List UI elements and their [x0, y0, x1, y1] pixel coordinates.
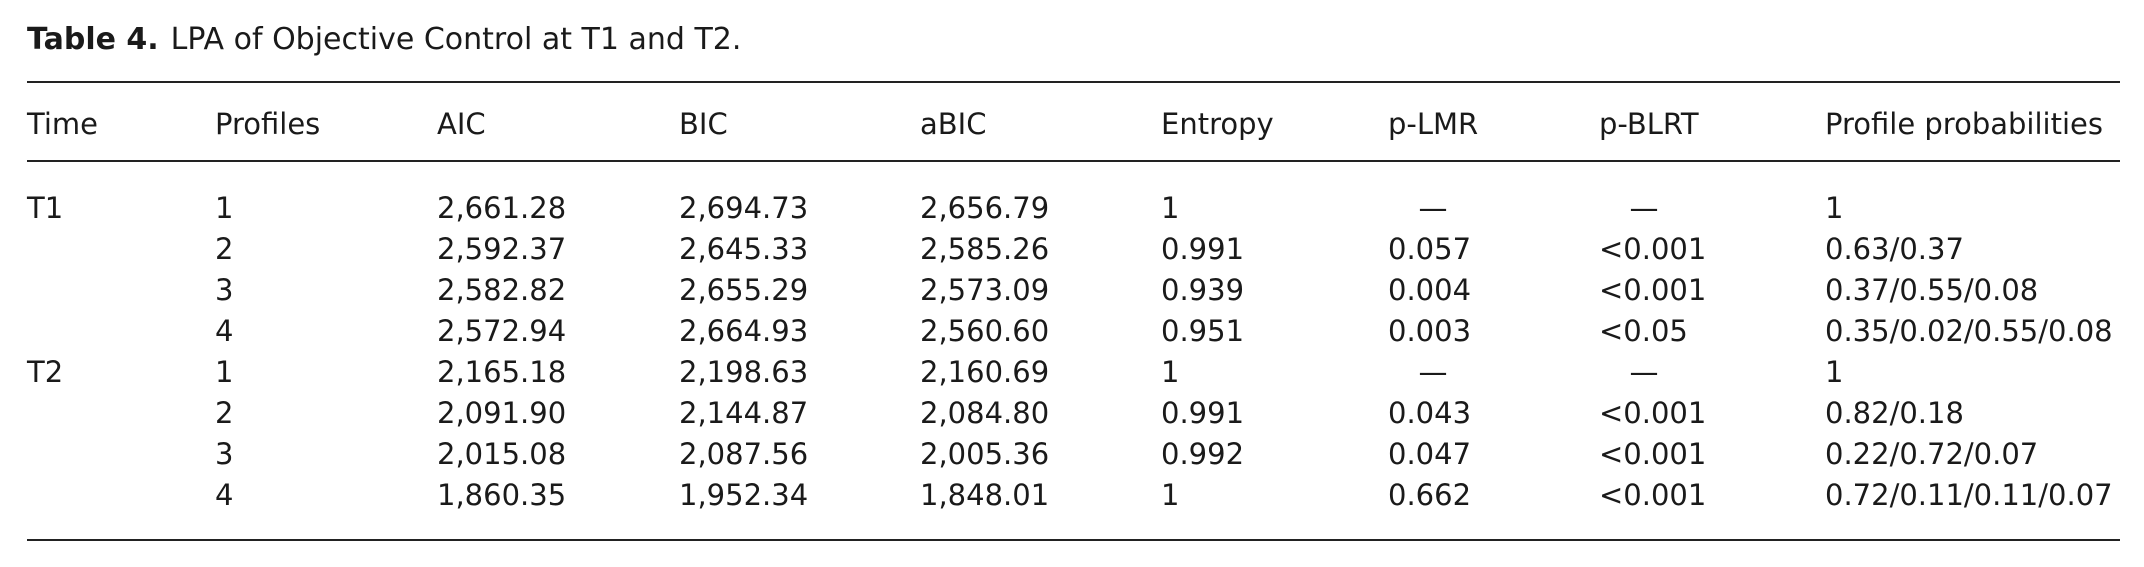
table-cell: 2,087.56 — [679, 437, 809, 471]
table-cell: 2 — [215, 396, 234, 430]
table-cell: <0.001 — [1599, 396, 1707, 430]
table-cell: 2,661.28 — [437, 191, 567, 225]
table-cell: 1 — [215, 191, 234, 225]
table-cell: 2,560.60 — [920, 314, 1050, 348]
table-cell: 2,005.36 — [920, 437, 1050, 471]
bottom-rule — [27, 539, 2120, 541]
table-cell: 1,860.35 — [437, 478, 567, 512]
table-cell: 3 — [215, 437, 234, 471]
table-cell: <0.001 — [1599, 273, 1707, 307]
table-cell: 2,582.82 — [437, 273, 567, 307]
table-cell: 4 — [215, 314, 234, 348]
table-cell: 0.991 — [1161, 232, 1245, 266]
caption: Table 4. LPA of Objective Control at T1 a… — [27, 22, 741, 57]
table-cell: 2,198.63 — [679, 355, 809, 389]
table-cell: 2 — [215, 232, 234, 266]
table-cell: 0.662 — [1388, 478, 1472, 512]
table-cell: 0.37/0.55/0.08 — [1825, 273, 2039, 307]
table-cell: 2,160.69 — [920, 355, 1050, 389]
table-cell: — — [1629, 191, 1659, 225]
table-cell: 0.057 — [1388, 232, 1472, 266]
table-cell: — — [1418, 355, 1448, 389]
table-cell: <0.05 — [1599, 314, 1688, 348]
table-cell: 2,144.87 — [679, 396, 809, 430]
table-cell: 1,848.01 — [920, 478, 1050, 512]
table-cell: <0.001 — [1599, 232, 1707, 266]
table-cell: <0.001 — [1599, 478, 1707, 512]
table-cell: 2,655.29 — [679, 273, 809, 307]
table-cell: 0.35/0.02/0.55/0.08 — [1825, 314, 2113, 348]
table-cell: 1 — [215, 355, 234, 389]
column-header: BIC — [679, 107, 728, 141]
table-cell: 2,656.79 — [920, 191, 1050, 225]
table-cell: 2,645.33 — [679, 232, 809, 266]
table-cell: 1 — [1161, 478, 1180, 512]
table-cell: 0.003 — [1388, 314, 1472, 348]
table-cell: 0.991 — [1161, 396, 1245, 430]
table-cell: 0.043 — [1388, 396, 1472, 430]
table-cell: — — [1418, 191, 1448, 225]
column-header: Profiles — [215, 107, 321, 141]
column-header: p-BLRT — [1599, 107, 1699, 141]
table-cell: 0.951 — [1161, 314, 1245, 348]
column-header: Entropy — [1161, 107, 1274, 141]
top-rule — [27, 81, 2120, 83]
header-rule — [27, 160, 2120, 162]
table-cell: 0.82/0.18 — [1825, 396, 1964, 430]
table-cell: 2,573.09 — [920, 273, 1050, 307]
table-cell: 3 — [215, 273, 234, 307]
table-cell: — — [1629, 355, 1659, 389]
table-cell: 2,165.18 — [437, 355, 567, 389]
table-cell: 1,952.34 — [679, 478, 809, 512]
table-cell: 2,585.26 — [920, 232, 1050, 266]
table-cell: 0.939 — [1161, 273, 1245, 307]
column-header: p-LMR — [1388, 107, 1479, 141]
table-cell: 1 — [1825, 191, 1844, 225]
table-cell: 0.63/0.37 — [1825, 232, 1964, 266]
table-cell: 2,694.73 — [679, 191, 809, 225]
table-cell: 1 — [1825, 355, 1844, 389]
table-cell: 0.22/0.72/0.07 — [1825, 437, 2039, 471]
caption-label: Table 4. — [27, 22, 159, 57]
table-cell: 2,592.37 — [437, 232, 567, 266]
table-cell: 1 — [1161, 355, 1180, 389]
table-cell: 2,084.80 — [920, 396, 1050, 430]
table-cell: 0.047 — [1388, 437, 1472, 471]
column-header: Profile probabilities — [1825, 107, 2103, 141]
table-cell: 1 — [1161, 191, 1180, 225]
table-cell: <0.001 — [1599, 437, 1707, 471]
table-cell: 2,664.93 — [679, 314, 809, 348]
table-cell: 0.992 — [1161, 437, 1245, 471]
time-cell: T2 — [27, 355, 64, 389]
time-cell: T1 — [27, 191, 64, 225]
column-header: aBIC — [920, 107, 987, 141]
column-header: AIC — [437, 107, 486, 141]
column-header: Time — [27, 107, 98, 141]
table-cell: 0.004 — [1388, 273, 1472, 307]
table-cell: 0.72/0.11/0.11/0.07 — [1825, 478, 2113, 512]
table-cell: 2,015.08 — [437, 437, 567, 471]
table-cell: 2,572.94 — [437, 314, 567, 348]
caption-text: LPA of Objective Control at T1 and T2. — [170, 22, 742, 57]
table-cell: 2,091.90 — [437, 396, 567, 430]
table-cell: 4 — [215, 478, 234, 512]
